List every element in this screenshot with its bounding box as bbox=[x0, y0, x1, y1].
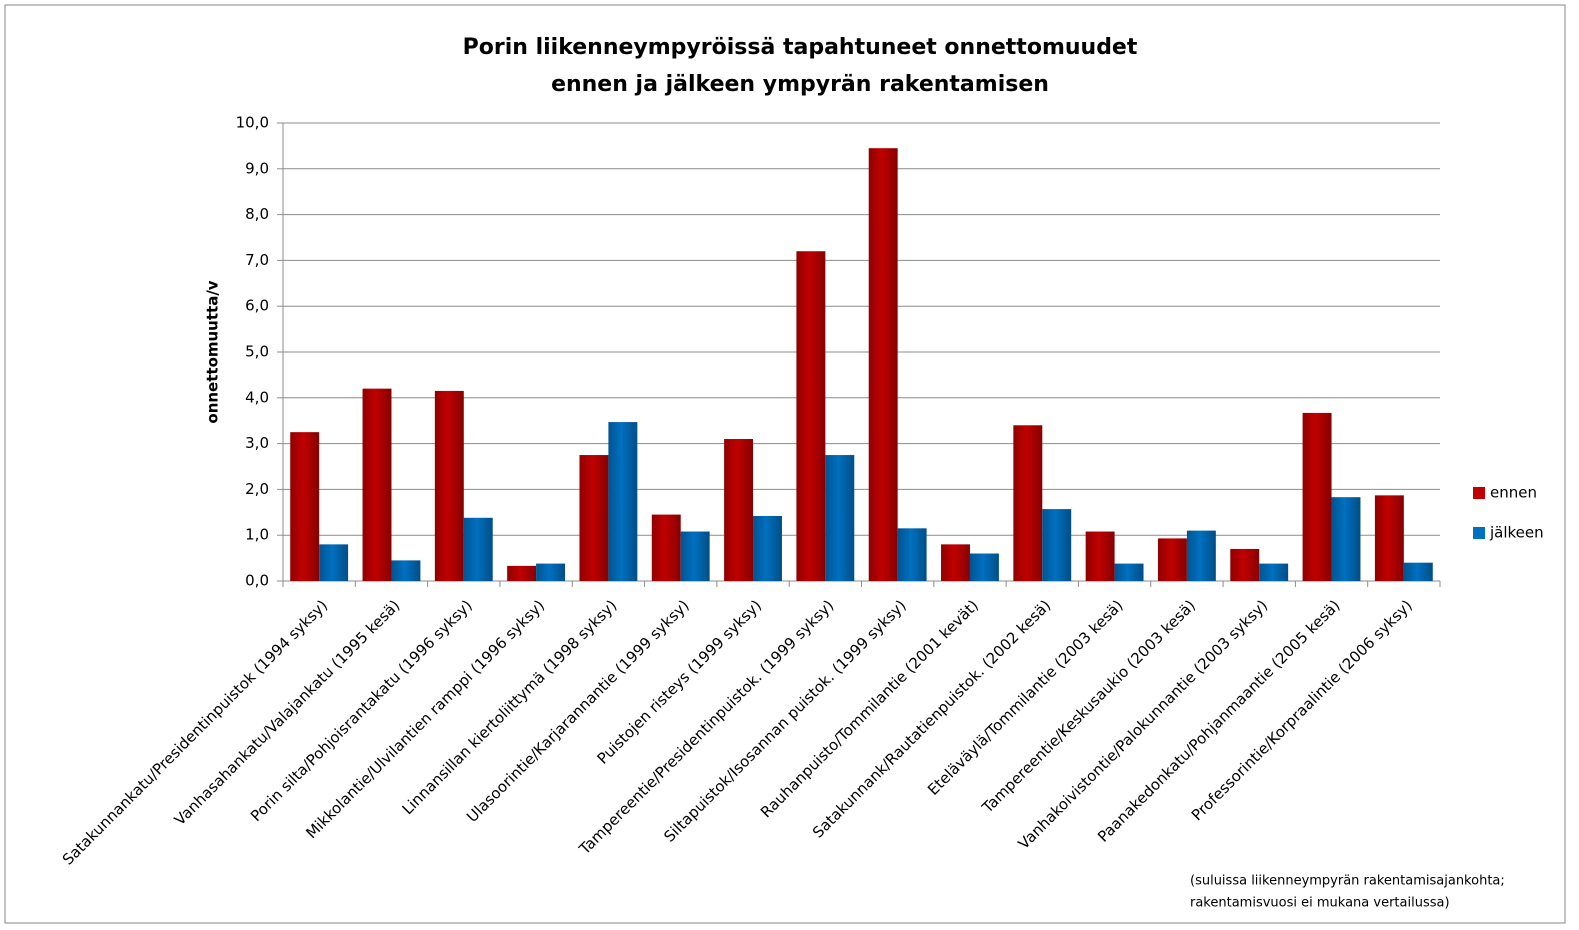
bar bbox=[536, 563, 566, 581]
y-tick-label: 8,0 bbox=[245, 205, 269, 223]
legend-label: jälkeen bbox=[1489, 524, 1544, 542]
legend-label: ennen bbox=[1490, 484, 1537, 502]
bar bbox=[1331, 497, 1361, 581]
bar bbox=[969, 553, 999, 581]
bar bbox=[1042, 509, 1072, 581]
bar bbox=[868, 148, 898, 581]
bar bbox=[1374, 495, 1404, 581]
bar bbox=[362, 388, 392, 581]
bar bbox=[651, 514, 681, 581]
bar bbox=[1259, 563, 1289, 581]
bar bbox=[290, 432, 320, 581]
bar bbox=[319, 544, 349, 581]
y-tick-label: 0,0 bbox=[245, 572, 269, 590]
y-tick-label: 9,0 bbox=[245, 159, 269, 177]
bar bbox=[796, 251, 826, 582]
bar bbox=[724, 439, 754, 581]
y-axis-label: onnettomuutta/v bbox=[204, 280, 222, 423]
bar bbox=[434, 390, 464, 581]
bar bbox=[1013, 425, 1043, 581]
bar bbox=[507, 565, 537, 581]
bar bbox=[608, 422, 638, 581]
note: (suluissa liikenneympyrän rakentamisajan… bbox=[1190, 874, 1505, 889]
note: rakentamisvuosi ei mukana vertailussa) bbox=[1190, 896, 1450, 911]
bar bbox=[897, 528, 927, 581]
bar bbox=[1302, 412, 1332, 581]
legend-swatch bbox=[1473, 487, 1485, 499]
bar bbox=[680, 531, 710, 581]
y-tick-label: 4,0 bbox=[245, 388, 269, 406]
legend-swatch bbox=[1473, 527, 1485, 539]
bar bbox=[1230, 548, 1260, 581]
y-tick-label: 5,0 bbox=[245, 343, 269, 361]
bar bbox=[1157, 538, 1187, 581]
bar bbox=[391, 560, 421, 581]
bar bbox=[1114, 563, 1144, 581]
y-tick-label: 3,0 bbox=[245, 434, 269, 452]
y-tick-label: 7,0 bbox=[245, 251, 269, 269]
bar bbox=[1403, 562, 1433, 581]
bar bbox=[1186, 530, 1216, 581]
y-tick-label: 2,0 bbox=[245, 480, 269, 498]
bar bbox=[579, 455, 609, 581]
bar bbox=[825, 455, 855, 581]
chart-title: Porin liikenneympyröissä tapahtuneet onn… bbox=[463, 35, 1138, 60]
bar bbox=[753, 515, 782, 581]
bar bbox=[941, 544, 970, 581]
y-tick-label: 1,0 bbox=[245, 526, 269, 544]
bar bbox=[1085, 531, 1115, 581]
y-tick-label: 10,0 bbox=[236, 114, 269, 132]
y-tick-label: 6,0 bbox=[245, 297, 269, 315]
chart-title: ennen ja jälkeen ympyrän rakentamisen bbox=[551, 72, 1049, 97]
bar bbox=[463, 517, 493, 581]
